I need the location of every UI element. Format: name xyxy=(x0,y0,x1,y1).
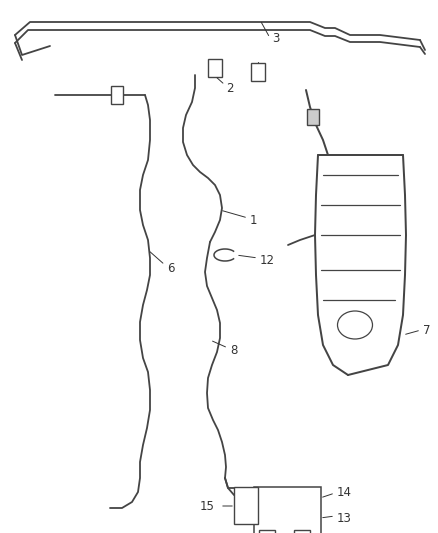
Text: 15: 15 xyxy=(200,499,215,513)
FancyBboxPatch shape xyxy=(259,530,275,533)
FancyBboxPatch shape xyxy=(208,59,222,77)
Text: 2: 2 xyxy=(226,82,233,94)
FancyBboxPatch shape xyxy=(251,63,265,81)
FancyBboxPatch shape xyxy=(254,487,321,533)
Text: 3: 3 xyxy=(272,31,279,44)
FancyBboxPatch shape xyxy=(307,109,319,125)
Text: 12: 12 xyxy=(260,254,275,266)
Text: 1: 1 xyxy=(250,214,258,227)
Text: 13: 13 xyxy=(337,512,352,524)
Text: 14: 14 xyxy=(337,487,352,499)
Text: 7: 7 xyxy=(423,324,431,336)
Text: 6: 6 xyxy=(167,262,174,274)
FancyBboxPatch shape xyxy=(294,530,310,533)
Text: 8: 8 xyxy=(230,343,237,357)
FancyBboxPatch shape xyxy=(234,487,258,524)
FancyBboxPatch shape xyxy=(111,86,123,104)
